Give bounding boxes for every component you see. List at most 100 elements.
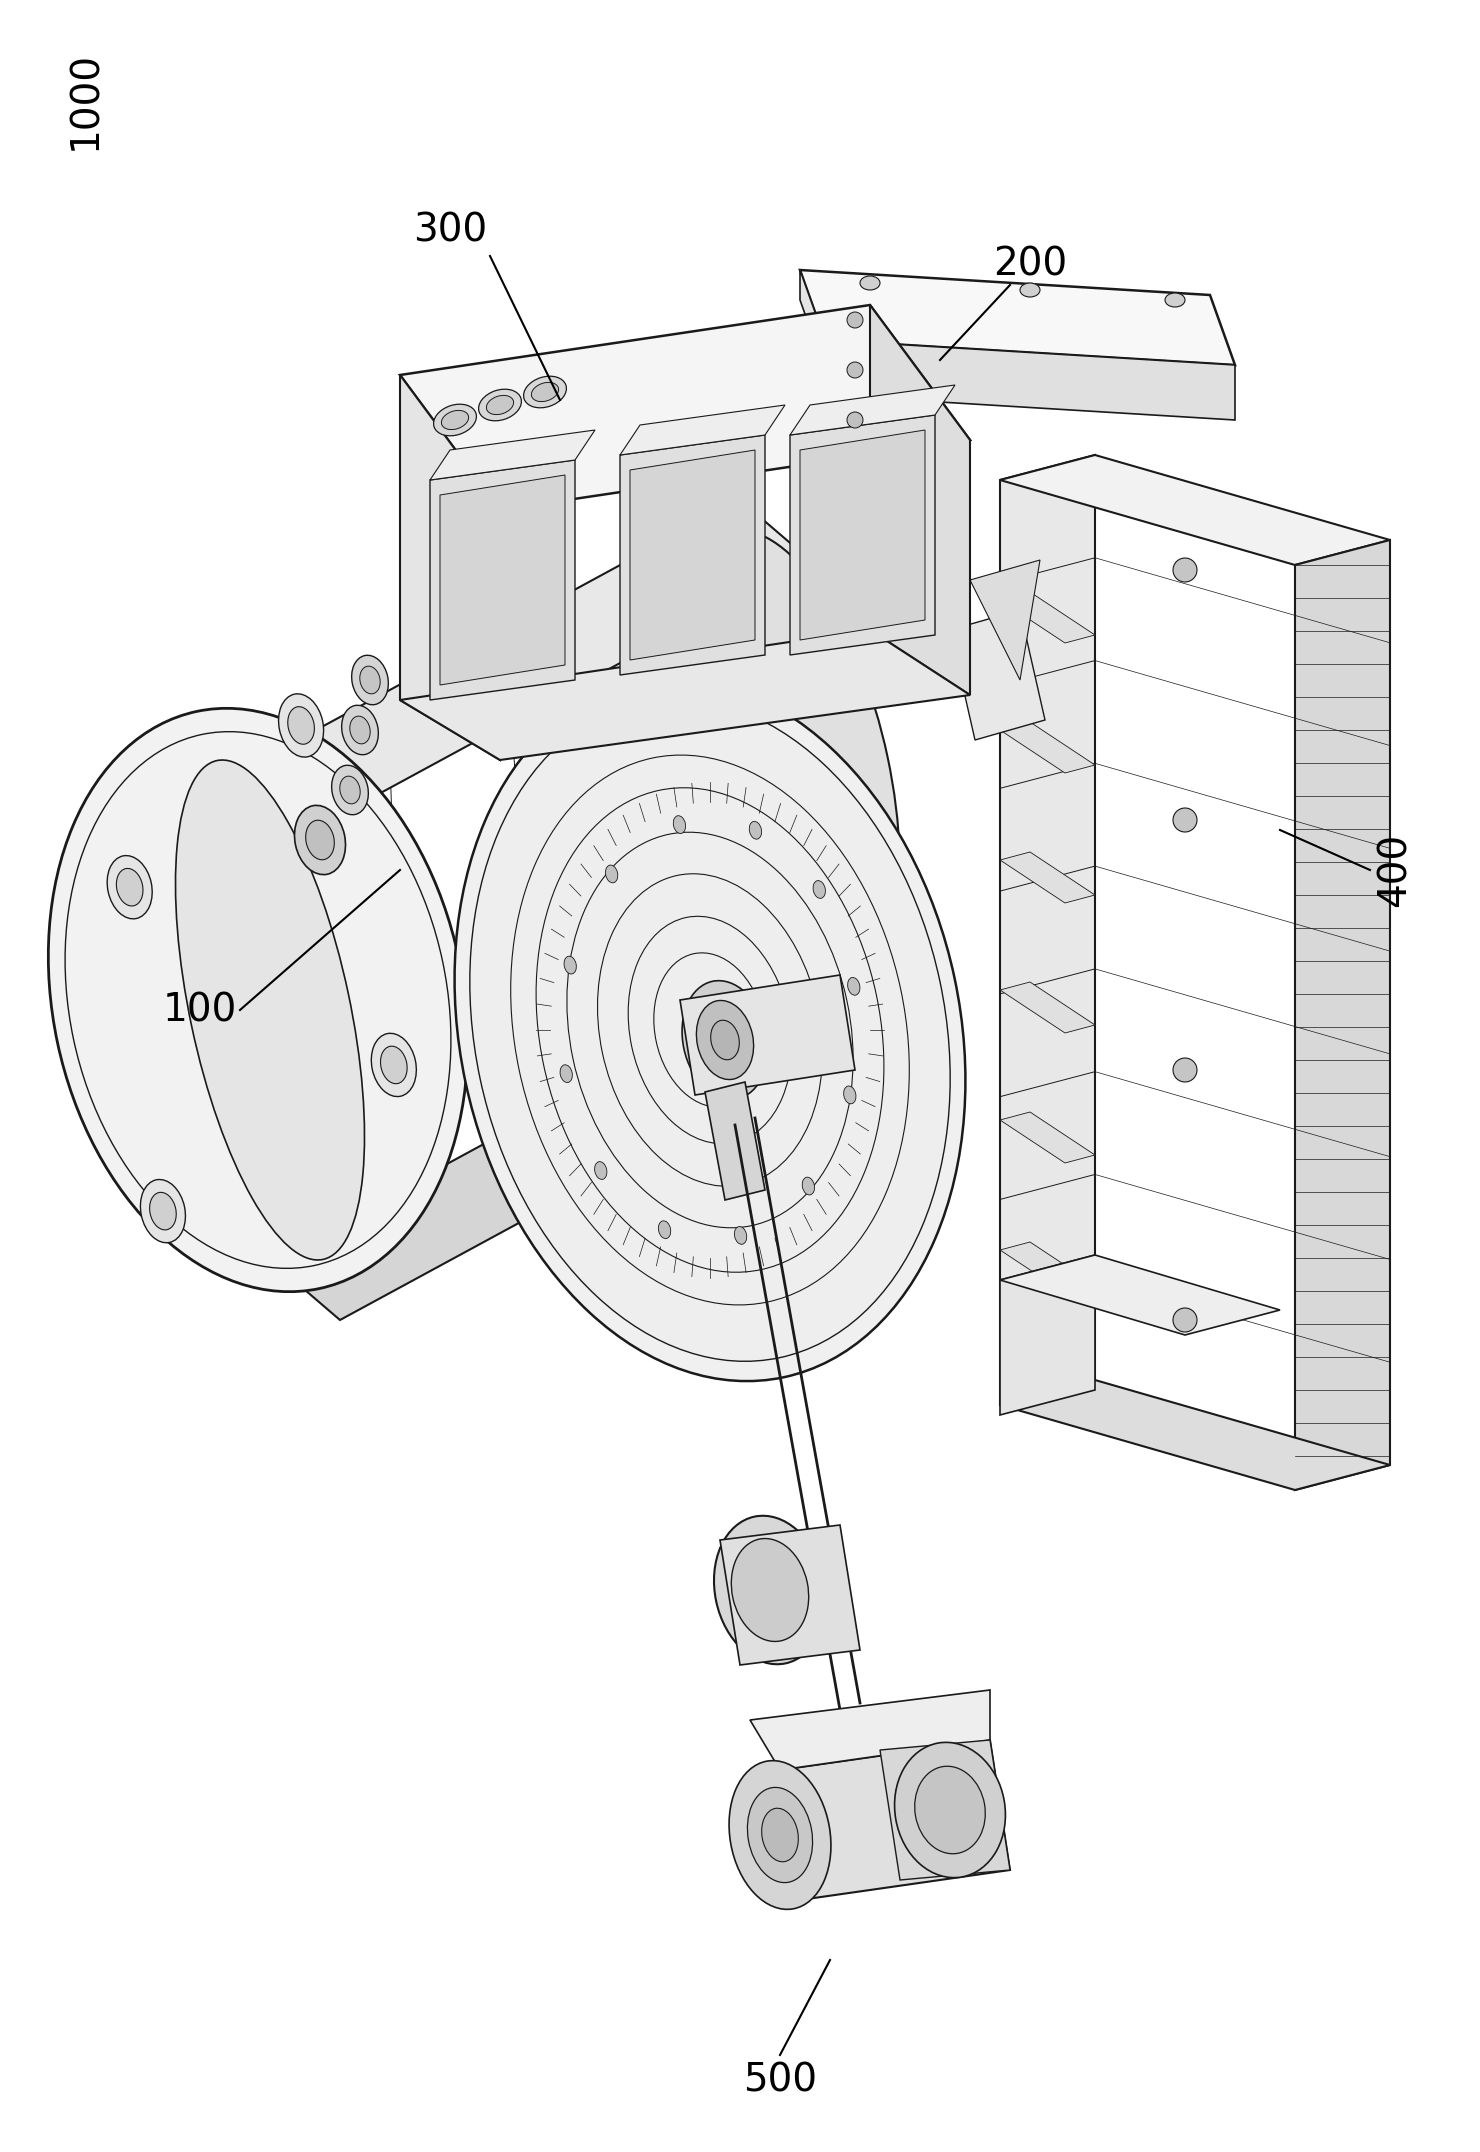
Text: 400: 400 <box>1376 833 1413 908</box>
Ellipse shape <box>1174 557 1197 581</box>
Polygon shape <box>1000 1255 1095 1416</box>
Ellipse shape <box>747 1788 813 1883</box>
Ellipse shape <box>524 377 567 407</box>
Polygon shape <box>1295 540 1390 1489</box>
Polygon shape <box>870 306 969 695</box>
Polygon shape <box>269 1005 810 1319</box>
Polygon shape <box>1000 454 1095 1405</box>
Ellipse shape <box>564 955 576 975</box>
Polygon shape <box>431 461 576 699</box>
Polygon shape <box>824 340 1234 420</box>
Ellipse shape <box>287 706 314 745</box>
Ellipse shape <box>734 1227 747 1244</box>
Ellipse shape <box>531 383 558 402</box>
Ellipse shape <box>206 928 311 1074</box>
Ellipse shape <box>847 411 863 428</box>
Polygon shape <box>1000 1379 1390 1489</box>
Ellipse shape <box>660 529 900 1031</box>
Polygon shape <box>719 1526 860 1666</box>
Polygon shape <box>679 975 855 1095</box>
Ellipse shape <box>749 822 762 839</box>
Ellipse shape <box>454 678 965 1382</box>
Polygon shape <box>1000 723 1095 773</box>
Ellipse shape <box>352 654 388 704</box>
Ellipse shape <box>1174 1308 1197 1332</box>
Ellipse shape <box>434 405 477 437</box>
Ellipse shape <box>710 1020 740 1059</box>
Polygon shape <box>750 1689 990 1769</box>
Ellipse shape <box>1165 293 1185 308</box>
Polygon shape <box>269 499 810 816</box>
Ellipse shape <box>380 1046 407 1085</box>
Ellipse shape <box>441 411 469 430</box>
Polygon shape <box>630 450 755 661</box>
Text: 500: 500 <box>743 2062 817 2098</box>
Ellipse shape <box>860 275 881 291</box>
Polygon shape <box>801 269 1234 366</box>
Ellipse shape <box>1020 284 1040 297</box>
Ellipse shape <box>487 396 514 415</box>
Polygon shape <box>790 415 935 654</box>
Text: 300: 300 <box>413 211 487 250</box>
Ellipse shape <box>117 869 144 906</box>
Ellipse shape <box>697 1001 753 1080</box>
Ellipse shape <box>1174 807 1197 833</box>
Polygon shape <box>704 1082 765 1201</box>
Polygon shape <box>801 269 824 370</box>
Ellipse shape <box>559 1065 573 1082</box>
Ellipse shape <box>342 706 379 755</box>
Ellipse shape <box>349 717 370 745</box>
Polygon shape <box>790 385 955 435</box>
Ellipse shape <box>802 1177 814 1194</box>
Polygon shape <box>969 560 1040 680</box>
Ellipse shape <box>844 1087 855 1104</box>
Ellipse shape <box>141 1179 185 1242</box>
Polygon shape <box>440 476 565 684</box>
Ellipse shape <box>659 1220 670 1240</box>
Polygon shape <box>620 405 784 454</box>
Ellipse shape <box>65 732 451 1268</box>
Polygon shape <box>400 306 969 510</box>
Ellipse shape <box>149 1192 176 1231</box>
Ellipse shape <box>595 1162 607 1179</box>
Polygon shape <box>1000 852 1095 904</box>
Polygon shape <box>1000 981 1095 1033</box>
Ellipse shape <box>894 1743 1005 1879</box>
Polygon shape <box>881 1741 1009 1881</box>
Ellipse shape <box>469 699 950 1362</box>
Ellipse shape <box>478 390 521 422</box>
Ellipse shape <box>278 693 324 758</box>
Ellipse shape <box>107 856 152 919</box>
Polygon shape <box>801 430 925 639</box>
Polygon shape <box>620 435 765 676</box>
Ellipse shape <box>306 820 334 861</box>
Polygon shape <box>950 609 1045 740</box>
Ellipse shape <box>49 708 468 1291</box>
Ellipse shape <box>1174 1059 1197 1082</box>
Polygon shape <box>431 430 595 480</box>
Ellipse shape <box>713 1515 826 1663</box>
Ellipse shape <box>332 766 369 816</box>
Polygon shape <box>1000 454 1390 566</box>
Ellipse shape <box>847 312 863 327</box>
Ellipse shape <box>762 1808 798 1861</box>
Ellipse shape <box>847 362 863 379</box>
Ellipse shape <box>295 805 345 874</box>
Ellipse shape <box>371 1033 416 1098</box>
Polygon shape <box>400 374 500 760</box>
Ellipse shape <box>176 760 364 1259</box>
Ellipse shape <box>848 977 860 994</box>
Text: 100: 100 <box>163 992 237 1029</box>
Text: 1000: 1000 <box>67 49 104 148</box>
Polygon shape <box>1000 1113 1095 1162</box>
Ellipse shape <box>605 865 617 882</box>
Polygon shape <box>1000 1255 1280 1334</box>
Polygon shape <box>780 1741 1009 1900</box>
Ellipse shape <box>731 1539 808 1642</box>
Ellipse shape <box>360 667 380 693</box>
Ellipse shape <box>340 777 360 805</box>
Text: 200: 200 <box>993 245 1067 284</box>
Ellipse shape <box>730 1760 830 1909</box>
Polygon shape <box>1000 1242 1095 1293</box>
Ellipse shape <box>915 1767 986 1853</box>
